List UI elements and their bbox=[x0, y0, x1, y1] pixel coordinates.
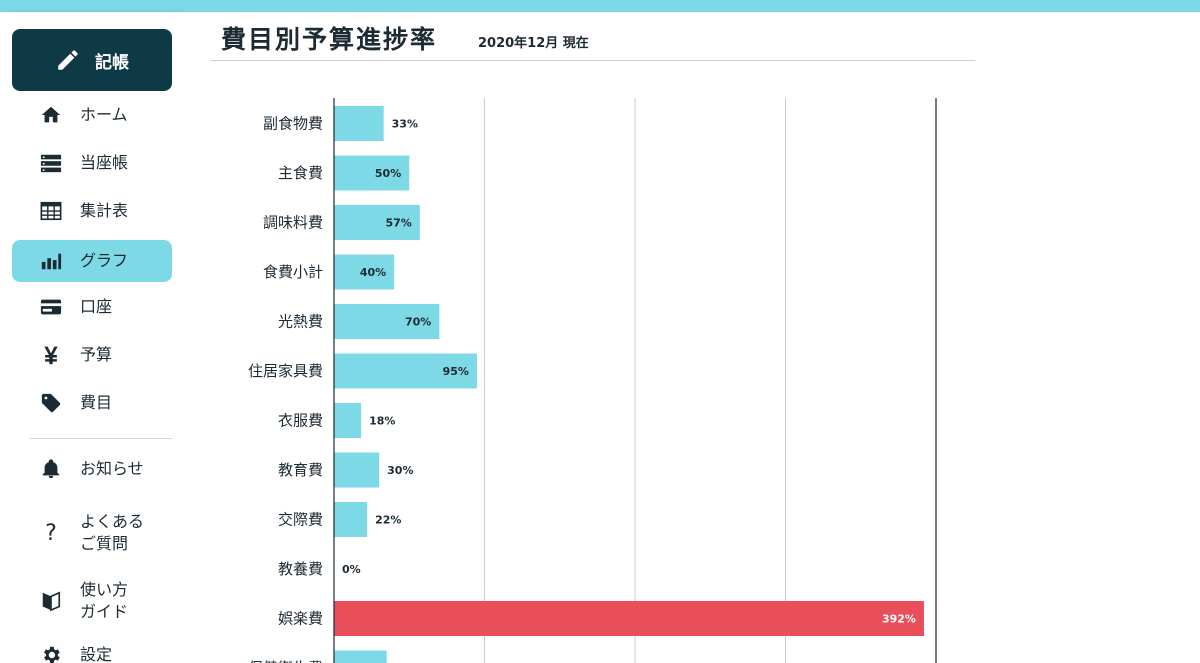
sidebar-item-label: 設定 bbox=[80, 645, 113, 663]
gear-icon bbox=[38, 642, 64, 663]
category-label: 調味料費 bbox=[263, 215, 323, 232]
title-divider bbox=[210, 60, 975, 61]
page-title: 費目別予算進捗率 bbox=[221, 25, 438, 54]
sidebar-divider bbox=[30, 438, 172, 439]
sidebar-item-summary[interactable]: 集計表 bbox=[12, 190, 172, 232]
bar bbox=[334, 304, 440, 339]
bar bbox=[334, 502, 368, 537]
bar bbox=[334, 452, 380, 488]
yen-icon bbox=[38, 342, 64, 368]
category-label: 教養費 bbox=[278, 561, 323, 578]
sidebar-item-label: 費目 bbox=[80, 393, 113, 412]
home-icon bbox=[38, 102, 64, 128]
value-label: 33% bbox=[392, 118, 418, 131]
category-label: 食費小計 bbox=[263, 264, 323, 281]
category-label: 娯楽費 bbox=[278, 611, 323, 628]
beginner-mark-icon bbox=[38, 588, 64, 614]
category-label: 交際費 bbox=[278, 511, 323, 529]
category-label: 光熱費 bbox=[278, 314, 323, 331]
value-label: 57% bbox=[385, 217, 411, 230]
sidebar-item-ledger[interactable]: 当座帳 bbox=[12, 142, 172, 184]
table-icon bbox=[38, 198, 64, 224]
bar bbox=[334, 106, 384, 141]
sidebar-item-graph[interactable]: グラフ bbox=[12, 240, 172, 282]
value-label: 30% bbox=[387, 464, 413, 477]
bookkeeping-button[interactable]: 記帳 bbox=[12, 29, 172, 91]
category-label: 副食物費 bbox=[263, 116, 323, 133]
pencil-icon bbox=[55, 47, 81, 73]
value-label: 22% bbox=[375, 514, 401, 527]
value-label: 40% bbox=[360, 266, 386, 279]
value-label: 0% bbox=[342, 563, 361, 576]
bar bbox=[334, 650, 387, 663]
sidebar-item-categories[interactable]: 費目 bbox=[12, 382, 172, 424]
bar bbox=[334, 155, 410, 191]
sidebar-item-label: 予算 bbox=[80, 345, 113, 364]
value-label: 95% bbox=[443, 365, 469, 378]
value-label: 392% bbox=[882, 613, 916, 626]
sidebar-item-label: 当座帳 bbox=[80, 153, 129, 172]
top-accent-bar bbox=[0, 0, 1200, 12]
sidebar: 記帳 ホーム 当座帳 集計表 グラフ 口座 予算 bbox=[0, 12, 181, 663]
sidebar-item-label: よくある ご質問 bbox=[80, 512, 145, 553]
category-label: 住居家具費 bbox=[248, 363, 323, 380]
sidebar-item-guide[interactable]: 使い方 ガイド bbox=[12, 576, 172, 626]
tag-icon bbox=[38, 390, 64, 416]
sidebar-item-budget[interactable]: 予算 bbox=[12, 334, 172, 376]
bar-chart-icon bbox=[38, 248, 64, 274]
sidebar-item-account[interactable]: 口座 bbox=[12, 286, 172, 328]
question-icon: ? bbox=[45, 520, 57, 546]
bar bbox=[334, 254, 395, 290]
sidebar-item-label: ホーム bbox=[80, 105, 128, 124]
sidebar-item-settings[interactable]: 設定 bbox=[12, 634, 172, 663]
bar bbox=[334, 205, 420, 240]
sidebar-item-label: 集計表 bbox=[80, 201, 129, 220]
value-label: 18% bbox=[369, 415, 395, 428]
bookkeeping-label: 記帳 bbox=[95, 52, 129, 73]
sidebar-item-news[interactable]: お知らせ bbox=[12, 448, 172, 490]
bar bbox=[334, 601, 924, 636]
sidebar-item-label: お知らせ bbox=[80, 459, 144, 478]
category-label: 衣服費 bbox=[278, 413, 323, 430]
sidebar-item-label: グラフ bbox=[80, 251, 129, 270]
category-label: 教育費 bbox=[278, 462, 323, 479]
sidebar-item-label: 使い方 ガイド bbox=[80, 580, 129, 621]
value-label: 70% bbox=[405, 316, 431, 329]
category-label: 主食費 bbox=[278, 165, 323, 182]
bar bbox=[334, 353, 477, 389]
sidebar-item-faq[interactable]: ? よくある ご質問 bbox=[12, 508, 172, 558]
value-label: 50% bbox=[375, 167, 401, 180]
sidebar-item-home[interactable]: ホーム bbox=[12, 94, 172, 136]
page-subtitle: 2020年12月 現在 bbox=[478, 36, 589, 51]
credit-card-icon bbox=[38, 294, 64, 320]
bar bbox=[334, 403, 362, 438]
category-label: 保健衛生費 bbox=[248, 660, 323, 663]
list-icon bbox=[38, 150, 64, 176]
sidebar-item-label: 口座 bbox=[80, 297, 113, 316]
bell-icon bbox=[38, 456, 64, 482]
